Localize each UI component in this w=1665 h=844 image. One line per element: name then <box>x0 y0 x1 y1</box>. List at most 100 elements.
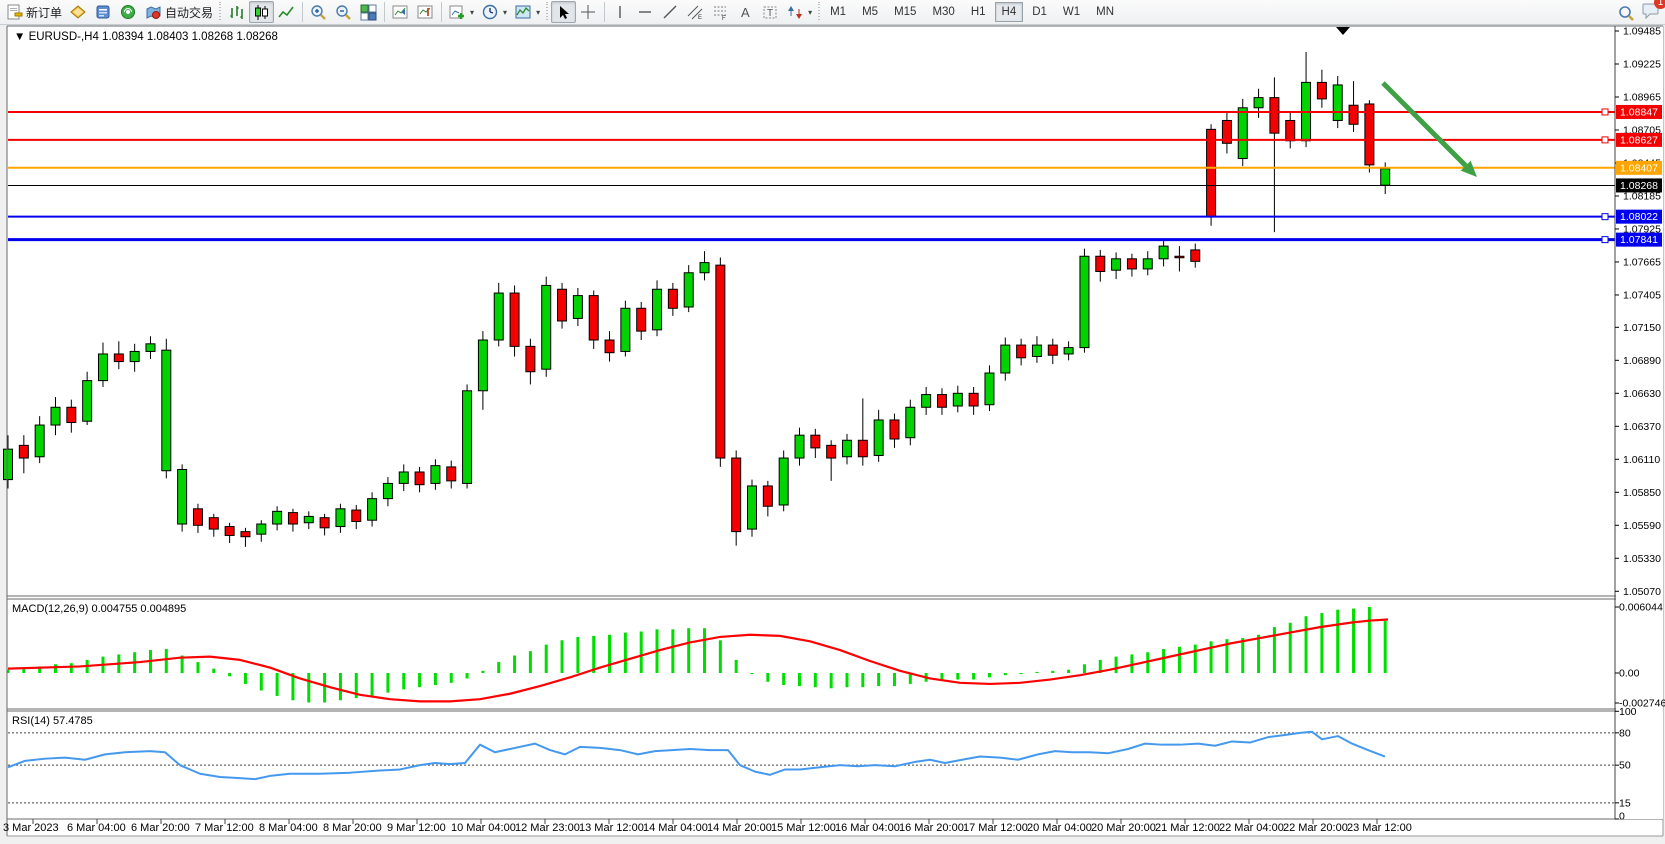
timeframe-MN[interactable]: MN <box>1096 6 1115 18</box>
macd-histogram-bar <box>623 632 627 673</box>
candle-bull <box>1079 255 1090 349</box>
timeframe-H1[interactable]: H1 <box>970 6 986 18</box>
macd-histogram-bar <box>1241 638 1245 673</box>
fibonacci-button[interactable]: F <box>708 1 733 23</box>
timeframe-M5[interactable]: M5 <box>862 6 879 18</box>
hline-handle[interactable] <box>1601 136 1609 144</box>
auto-scroll-button[interactable] <box>413 1 438 23</box>
toolbar-right: 1 <box>1617 0 1665 24</box>
timeframe-M30[interactable]: M30 <box>932 6 955 18</box>
price-tick-label: 1.05070 <box>1623 586 1661 598</box>
time-tick-label: 13 Mar 12:00 <box>579 822 644 834</box>
price-tags: 1.08847 1.08627 1.08407 1.08022 1.07841 1.082… <box>1616 104 1662 247</box>
candle-bear <box>1047 344 1058 356</box>
auto-scroll-icon <box>417 4 434 21</box>
zoom-out-button[interactable] <box>331 1 356 23</box>
candle-bull <box>1142 258 1153 270</box>
hline-handle[interactable] <box>1601 108 1609 116</box>
rsi-line <box>7 730 1386 781</box>
candle-bear <box>715 264 726 459</box>
candlestick-chart-button[interactable] <box>249 1 275 23</box>
crosshair-button[interactable] <box>576 1 601 23</box>
candle-bull <box>620 307 631 352</box>
macd-histogram-bar <box>53 664 57 673</box>
macd-histogram-bar <box>1019 673 1023 675</box>
bar-chart-button[interactable] <box>224 1 249 23</box>
dropdown-arrow-icon: ▾ <box>503 7 508 17</box>
auto-trading-button[interactable]: 自动交易 <box>141 1 217 23</box>
signals-button[interactable] <box>116 1 141 23</box>
notifications-button[interactable]: 1 <box>1642 0 1665 24</box>
macd-histogram-bar <box>861 673 865 688</box>
scroll-to-end-button[interactable] <box>388 1 413 23</box>
chart-marker-icon[interactable] <box>1336 27 1350 35</box>
cursor-button[interactable] <box>551 1 577 23</box>
timeframe-M15[interactable]: M15 <box>894 6 917 18</box>
period-button[interactable]: ▾ <box>478 1 511 23</box>
macd-histogram-bar <box>1051 670 1055 673</box>
add-indicator-button[interactable]: ▾ <box>445 1 478 23</box>
trendline-button[interactable] <box>658 1 683 23</box>
notification-badge: 1 <box>1654 0 1665 9</box>
search-icon[interactable] <box>1617 4 1634 21</box>
line-chart-button[interactable] <box>274 1 299 23</box>
macd-histogram-bar <box>813 673 817 688</box>
candle-bull <box>541 284 552 370</box>
arrows-button[interactable]: ▾ <box>783 1 816 23</box>
timeframe-H4[interactable]: H4 <box>994 2 1024 22</box>
timeframe-D1[interactable]: D1 <box>1032 6 1047 18</box>
candle-bull <box>984 372 995 406</box>
market-watch-button[interactable] <box>66 1 91 23</box>
tile-windows-button[interactable] <box>356 1 381 23</box>
trend-arrow[interactable] <box>1381 81 1468 168</box>
candle-bull <box>335 508 346 528</box>
candle-bull <box>1111 258 1122 271</box>
macd-histogram-bar <box>798 673 801 687</box>
timeframe-W1[interactable]: W1 <box>1062 6 1081 18</box>
new-order-button[interactable]: 新订单 <box>2 1 66 23</box>
candle-bull <box>778 457 789 506</box>
new-order-icon <box>6 4 23 21</box>
macd-histogram-bar <box>513 655 517 673</box>
macd-histogram-bar <box>1257 634 1261 673</box>
macd-histogram-bar <box>449 673 453 683</box>
macd-histogram-bar <box>386 673 390 693</box>
hline-handle[interactable] <box>1601 213 1609 221</box>
macd-histogram-bar <box>1082 664 1086 673</box>
macd-histogram-bar <box>576 636 580 673</box>
trend-arrow-head[interactable] <box>1460 160 1477 177</box>
macd-histogram-bar <box>1225 639 1229 673</box>
channel-button[interactable]: E <box>683 1 708 23</box>
text-button[interactable]: A <box>733 1 758 23</box>
candle-bull <box>1332 84 1343 121</box>
gold-diamond-icon <box>70 4 87 21</box>
timeframe-M1[interactable]: M1 <box>830 6 847 18</box>
data-window-button[interactable] <box>91 1 116 23</box>
vertical-line-button[interactable] <box>608 1 633 23</box>
price-tag-label: 1.08847 <box>1620 106 1658 118</box>
time-tick-label: 7 Mar 12:00 <box>195 822 254 834</box>
horizontal-line-button[interactable] <box>633 1 658 23</box>
candle-bull <box>398 471 409 484</box>
macd-histogram-bar <box>243 673 247 684</box>
template-button[interactable]: ▾ <box>511 1 544 23</box>
text-label-button[interactable]: T <box>758 1 783 23</box>
hline-handle[interactable] <box>1601 236 1609 244</box>
candle-bear <box>1316 81 1327 100</box>
macd-histogram-bar <box>750 673 754 674</box>
macd-histogram-bar <box>1352 608 1356 673</box>
candle-bear <box>667 288 678 309</box>
zoom-in-button[interactable] <box>306 1 331 23</box>
chart-canvas: 1.094851.092251.089651.087051.084451.081… <box>0 25 1665 844</box>
candle-bear <box>588 295 599 341</box>
macd-histogram-bar <box>528 651 532 673</box>
candle-bull <box>1158 245 1169 260</box>
candle-bull <box>952 392 963 407</box>
macd-signal-line <box>7 618 1389 703</box>
text-label-icon: T <box>762 4 779 21</box>
toolbar-grip <box>218 2 224 22</box>
price-tick-label: 1.07925 <box>1623 223 1661 235</box>
candle-bull <box>794 434 805 459</box>
macd-histogram-bar <box>1114 656 1118 673</box>
toolbar-grip <box>817 2 823 22</box>
